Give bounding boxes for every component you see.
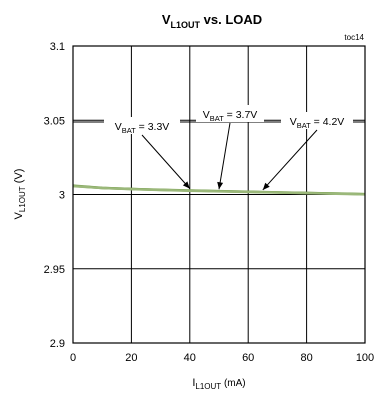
x-tick-label: 40 bbox=[184, 352, 196, 364]
annotation-label: VBAT = 3.7V bbox=[203, 109, 258, 123]
series-layer bbox=[72, 184, 366, 196]
annotation-arrow-line bbox=[141, 134, 191, 189]
y-tick-label: 3.1 bbox=[50, 41, 65, 53]
chart-title-rest: vs. LOAD bbox=[200, 12, 262, 27]
y-axis-label: VL1OUT (V) bbox=[13, 169, 27, 220]
series-line-3 bbox=[72, 185, 366, 196]
x-tick-label: 60 bbox=[242, 352, 254, 364]
y-tick-label: 2.95 bbox=[44, 264, 65, 276]
y-axis-label-rest: (V) bbox=[13, 169, 25, 187]
x-axis-label-rest: (mA) bbox=[221, 378, 245, 389]
annotation-label: VBAT = 4.2V bbox=[290, 116, 345, 130]
annotation-label-bg bbox=[196, 105, 264, 122]
x-axis-label-main: I bbox=[192, 377, 195, 389]
annotation-arrowhead bbox=[182, 181, 190, 189]
plot-frame bbox=[72, 45, 366, 344]
y-axis-label-main: V bbox=[13, 211, 25, 219]
chart-title-main: V bbox=[162, 12, 171, 27]
annotation-layer: VBAT = 3.3V VBAT = 3.7V VBAT = 4.2V bbox=[73, 105, 365, 191]
chart-title: VL1OUT vs. LOAD bbox=[162, 12, 262, 30]
y-tick-label: 3 bbox=[59, 190, 65, 202]
x-tick-label: 80 bbox=[300, 352, 312, 364]
annotation-arrowhead bbox=[262, 182, 270, 190]
tick-layer: 0 20 40 60 80 100 3.1 3.05 3 2.95 2.9 bbox=[44, 41, 375, 364]
x-axis-label-sub: L1OUT bbox=[195, 382, 221, 391]
annotation-arrow-line bbox=[218, 122, 231, 190]
annotation-label-bg bbox=[104, 117, 180, 134]
y-tick-label: 3.05 bbox=[44, 115, 65, 127]
x-tick-label: 100 bbox=[356, 352, 374, 364]
x-tick-label: 0 bbox=[70, 352, 76, 364]
x-axis-label: IL1OUT (mA) bbox=[192, 377, 245, 391]
annotation-label-bg bbox=[281, 112, 353, 129]
annotation-label: VBAT = 3.3V bbox=[115, 121, 170, 135]
figure-id: toc14 bbox=[344, 33, 364, 42]
annotation-arrowhead bbox=[217, 181, 224, 190]
y-axis-label-sub: L1OUT bbox=[18, 186, 27, 212]
annotation-arrow-line bbox=[262, 129, 318, 191]
chart-title-sub: L1OUT bbox=[171, 20, 201, 30]
x-tick-label: 20 bbox=[125, 352, 137, 364]
y-tick-label: 2.9 bbox=[50, 338, 65, 350]
